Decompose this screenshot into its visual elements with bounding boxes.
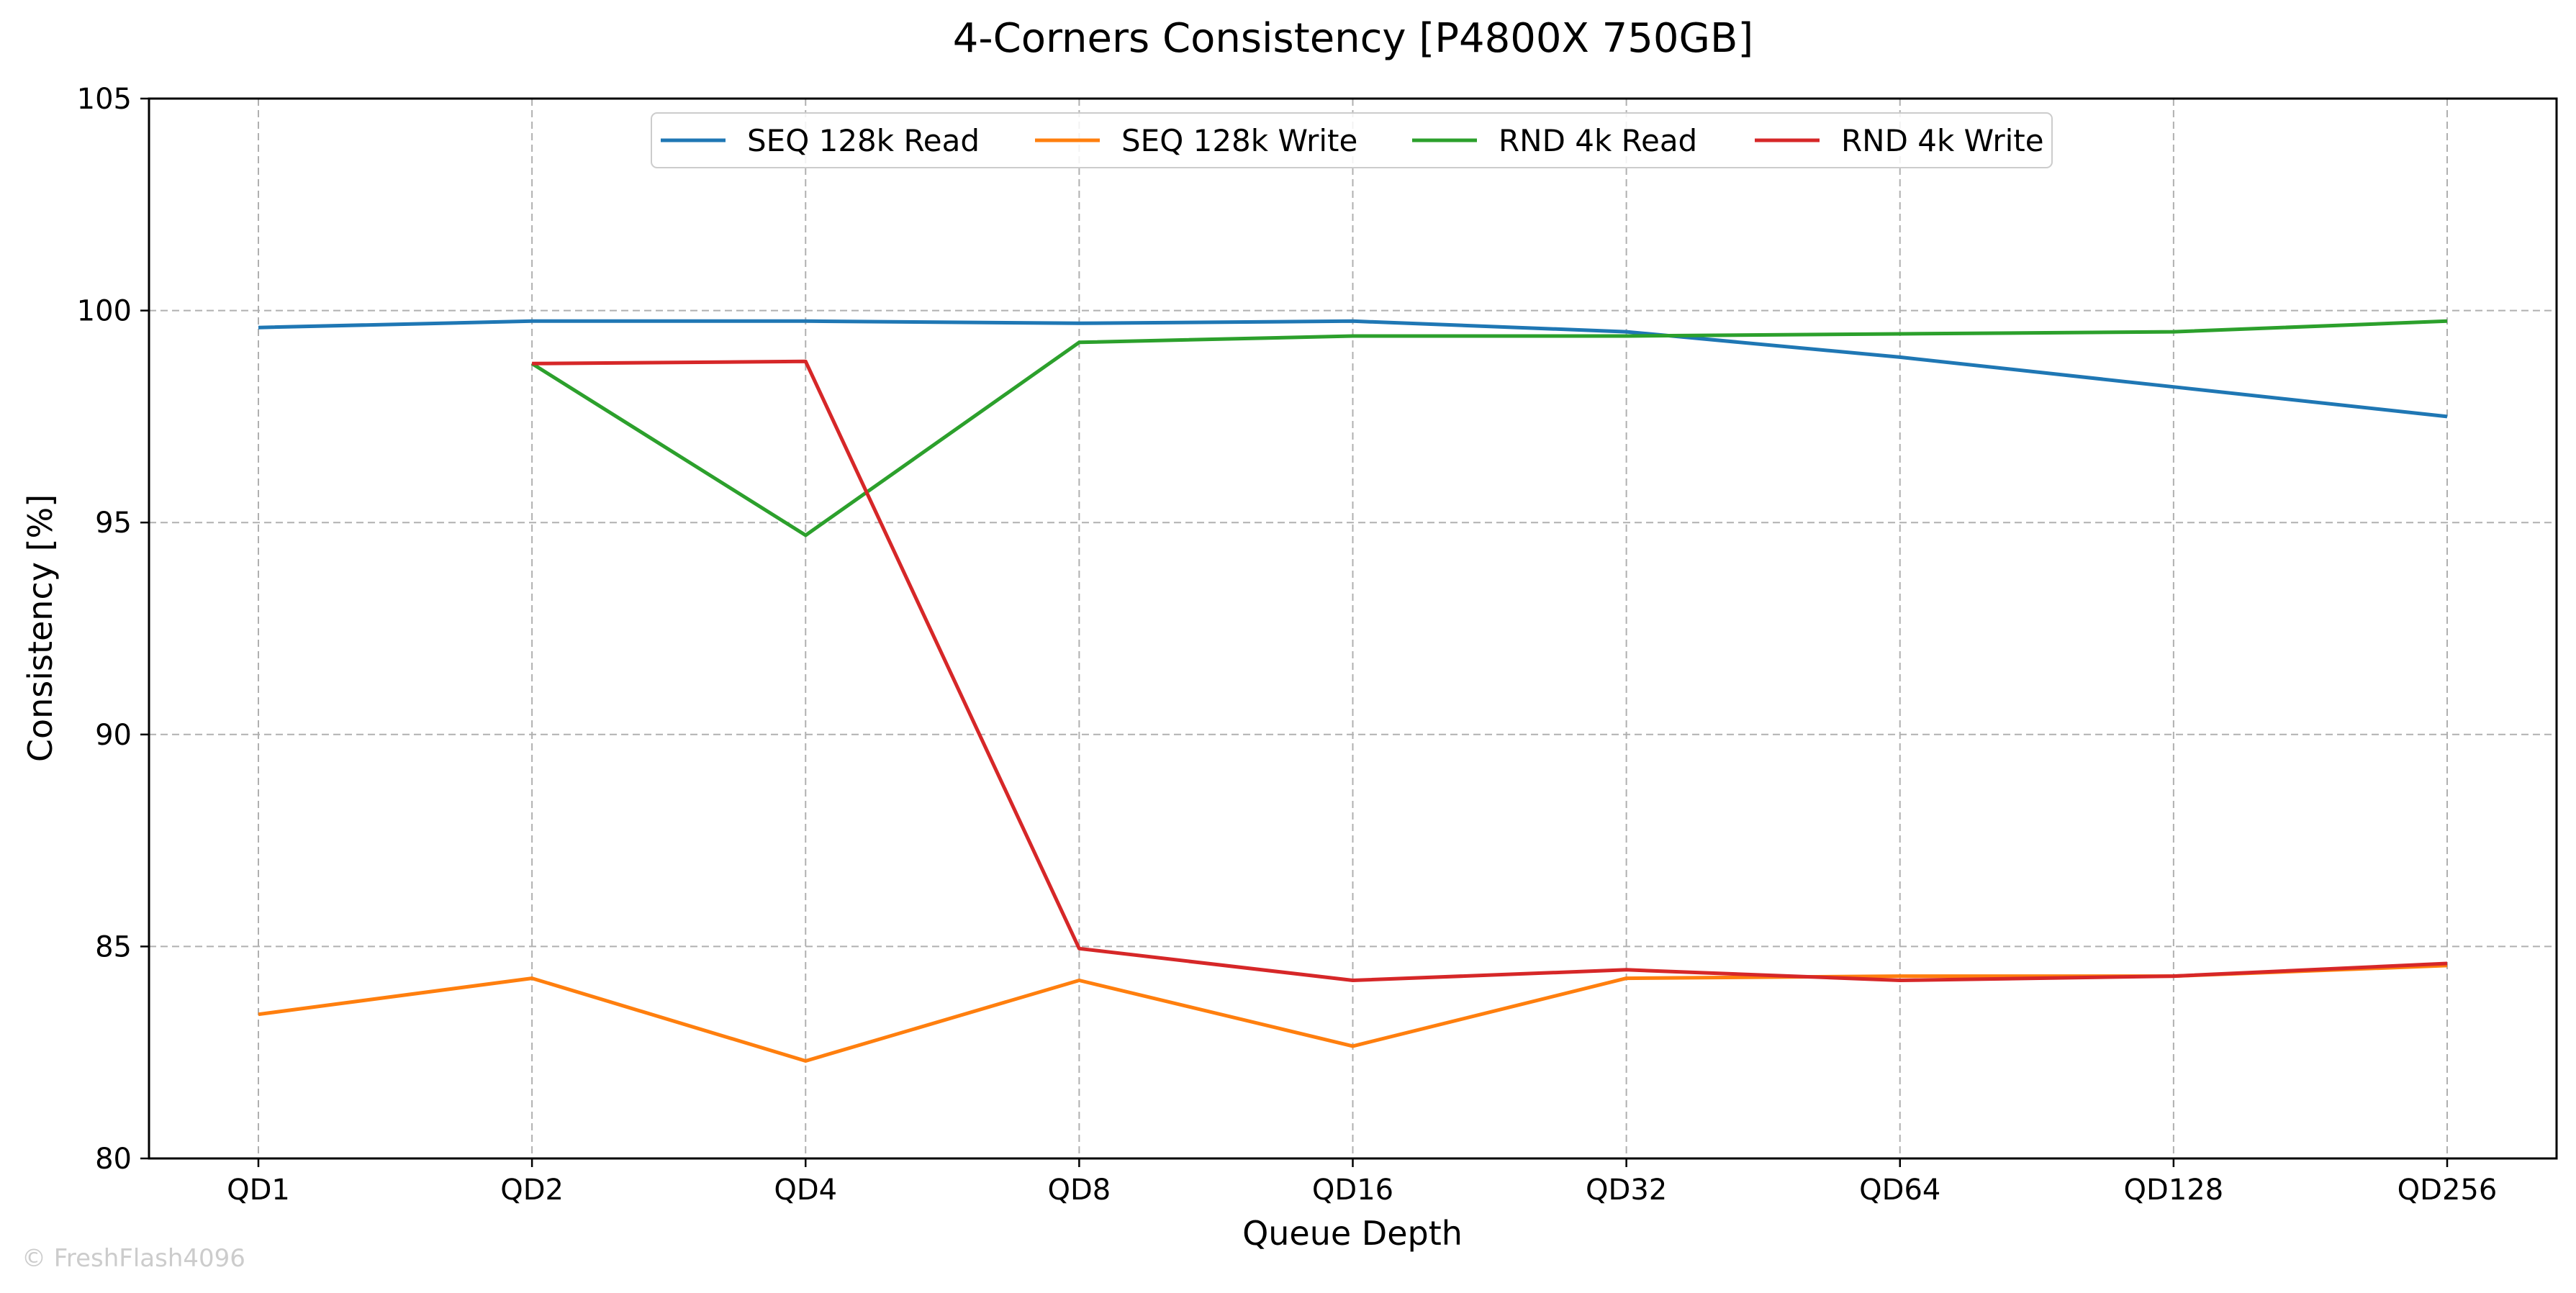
x-tick-label: QD64 (1859, 1174, 1940, 1207)
series-line-seq-128k-read (258, 319, 2448, 419)
grid-lines (149, 99, 2557, 1158)
x-tick-label: QD8 (1048, 1174, 1111, 1207)
y-tick-label: 90 (95, 719, 132, 752)
y-tick-label: 95 (95, 507, 132, 540)
legend-box (651, 112, 2053, 168)
x-tick-label: QD2 (500, 1174, 564, 1207)
legend-label: RND 4k Read (1499, 123, 1697, 158)
axes: QD1 QD2 QD4 QD8 QD16 QD32 QD64 QD128 QD256 80 85 90… (77, 83, 2498, 1207)
x-axis-label: Queue Depth (1242, 1214, 1463, 1253)
y-tick-label: 80 (95, 1143, 132, 1176)
legend-label: SEQ 128k Read (747, 123, 980, 158)
x-tick-label: QD32 (1586, 1174, 1667, 1207)
series-line-rnd-4k-write (532, 359, 2448, 982)
x-tick-label: QD1 (227, 1174, 290, 1207)
legend-label: RND 4k Write (1841, 123, 2044, 158)
series-lines (258, 319, 2448, 1063)
x-tick-label: QD256 (2398, 1174, 2498, 1207)
y-tick-label: 85 (95, 930, 132, 963)
y-axis-label: Consistency [%] (21, 494, 60, 762)
chart-title: 4-Corners Consistency [P4800X 750GB] (953, 15, 1753, 62)
legend-label: SEQ 128k Write (1121, 123, 1357, 158)
y-tick-label: 105 (77, 83, 132, 116)
series-line-rnd-4k-read (530, 319, 2448, 537)
watermark: © FreshFlash4096 (22, 1244, 245, 1273)
y-tick-label: 100 (77, 295, 132, 328)
x-tick-label: QD16 (1312, 1174, 1393, 1207)
legend: SEQ 128k Read SEQ 128k Write RND 4k Read RN… (651, 112, 2053, 168)
x-tick-label: QD4 (774, 1174, 837, 1207)
x-tick-label: QD128 (2124, 1174, 2224, 1207)
